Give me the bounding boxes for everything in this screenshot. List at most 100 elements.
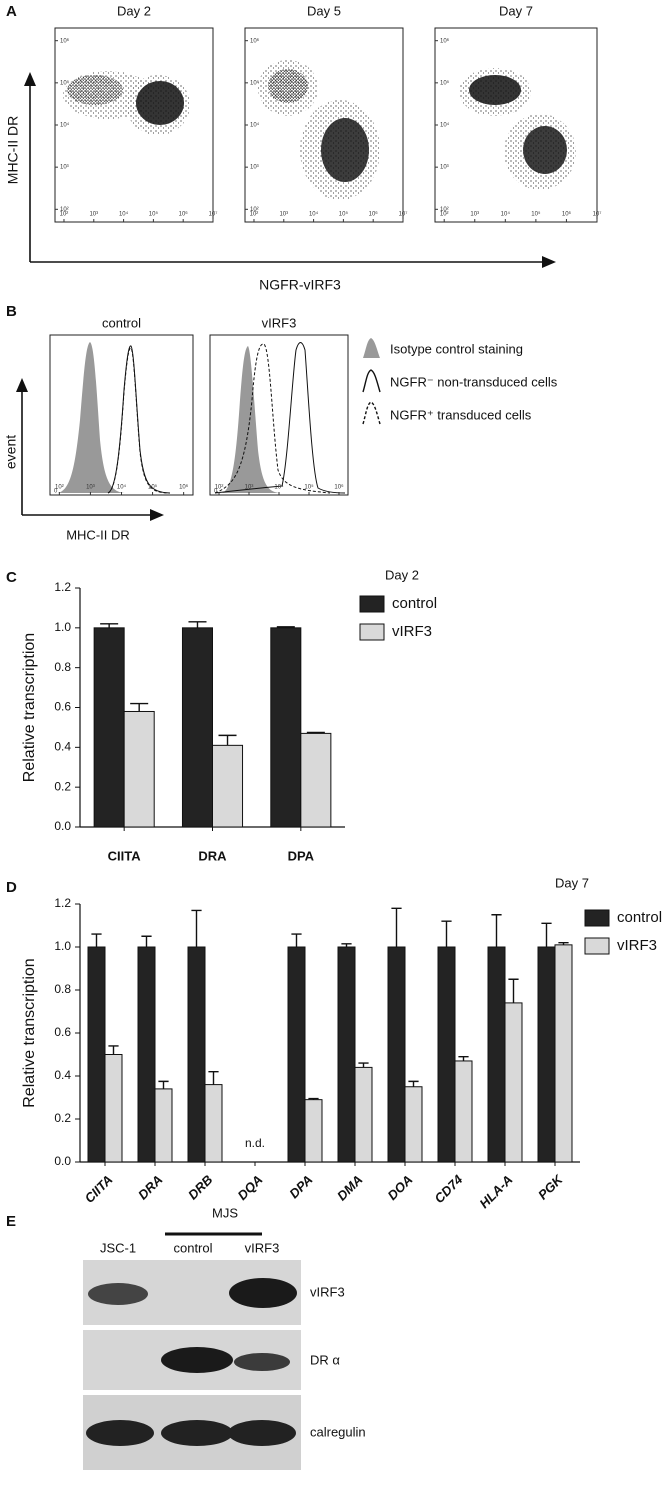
- x-tick-label: DRA: [135, 1172, 166, 1203]
- y-tick-label: 10⁴: [250, 122, 260, 129]
- histogram-curves: [49, 334, 349, 496]
- y-tick-label: 1.2: [54, 580, 71, 594]
- arrow-head: [16, 378, 28, 392]
- bar: [123, 710, 155, 828]
- y-axis-label: Relative transcription: [21, 958, 38, 1107]
- band-label: calregulin: [310, 1424, 366, 1439]
- y-tick-label: 10²: [250, 207, 259, 213]
- x-axis-label: NGFR-vIRF3: [259, 277, 341, 293]
- y-tick-label: 10⁵: [440, 79, 450, 86]
- x-tick-label: 10⁵: [339, 211, 349, 218]
- x-tick-label: CD74: [431, 1171, 466, 1206]
- arrow-head: [24, 72, 36, 86]
- y-tick-label: 0.2: [54, 1111, 71, 1125]
- x-tick-label: DRB: [185, 1172, 216, 1203]
- error-bar: [541, 922, 552, 947]
- y-tick-label: 10⁵: [60, 79, 70, 86]
- x-tick-label: DQA: [235, 1172, 266, 1203]
- x-tick-label: 10⁵: [148, 484, 158, 491]
- y-tick-label: 10⁶: [440, 37, 450, 44]
- x-tick-label: 10⁷: [593, 211, 602, 218]
- x-tick-label: DRA: [198, 848, 227, 863]
- y-tick-label: 10²: [440, 207, 449, 213]
- x-tick-label: 10²: [215, 485, 224, 491]
- x-tick-label: 10³: [470, 212, 479, 218]
- error-bar: [308, 1097, 319, 1100]
- error-bar: [441, 920, 452, 947]
- blot-image: [83, 1260, 301, 1470]
- legend-swatch: [359, 623, 385, 641]
- panel-label: C: [6, 569, 17, 586]
- legend-label: NGFR⁺ transduced cells: [390, 407, 532, 422]
- x-tick-label: 10³: [89, 212, 98, 218]
- y-tick-label: 10⁴: [60, 122, 70, 129]
- y-tick-label: 0.6: [54, 700, 71, 714]
- x-tick-label: 10⁶: [369, 211, 379, 218]
- bar: [537, 946, 556, 1163]
- bar: [554, 944, 573, 1163]
- x-tick-label: HLA-A: [476, 1172, 515, 1211]
- error-bar: [358, 1062, 369, 1068]
- y-tick-label: 1.0: [54, 620, 71, 634]
- x-tick-label: 10⁴: [117, 484, 127, 491]
- error-bar: [91, 933, 102, 947]
- legend-label: NGFR⁻ non-transduced cells: [390, 374, 558, 389]
- bar: [304, 1099, 323, 1163]
- panel-title: control: [102, 315, 141, 330]
- x-tick-label: 10²: [250, 212, 259, 218]
- x-tick-label: 10⁵: [531, 211, 541, 218]
- panel-label: D: [6, 879, 17, 896]
- bar: [454, 1060, 473, 1163]
- legend-swatch: [584, 909, 610, 927]
- bar: [187, 946, 206, 1163]
- y-tick-label: 0.2: [54, 779, 71, 793]
- y-tick-label: 10³: [250, 165, 259, 171]
- x-tick-label: 10⁶: [562, 211, 572, 218]
- error-bar: [208, 1071, 219, 1085]
- error-bar: [508, 978, 519, 1003]
- error-bar: [108, 1045, 119, 1055]
- y-tick-label: 10⁴: [440, 122, 450, 129]
- y-tick-label: 10³: [60, 165, 69, 171]
- y-tick-label: 0.0: [54, 819, 71, 833]
- legend-label: vIRF3: [617, 937, 657, 954]
- y-tick-label: 0.0: [54, 1154, 71, 1168]
- bar: [300, 732, 332, 828]
- error-bar: [188, 621, 207, 628]
- panel-title: vIRF3: [262, 315, 297, 330]
- legend: Isotype control staining NGFR⁻ non-trans…: [362, 338, 558, 425]
- group-label: MJS: [212, 1205, 238, 1220]
- x-tick-label: 10³: [86, 485, 95, 491]
- y-tick-label: 0: [54, 489, 58, 495]
- legend-label: vIRF3: [392, 623, 432, 640]
- bar: [287, 946, 306, 1163]
- bar: [487, 946, 506, 1163]
- y-tick-label: 0.6: [54, 1025, 71, 1039]
- bar: [354, 1066, 373, 1163]
- y-tick-label: 0: [214, 489, 218, 495]
- x-tick-label: 10²: [60, 212, 69, 218]
- lane-label: JSC-1: [100, 1240, 136, 1255]
- y-axis-label: MHC-II DR: [5, 116, 21, 184]
- error-bar: [141, 935, 152, 947]
- panel-label: B: [6, 303, 17, 320]
- y-tick-label: 0.8: [54, 982, 71, 996]
- x-tick-label: DPA: [288, 848, 315, 863]
- x-tick-label: DOA: [385, 1172, 416, 1203]
- bar: [154, 1088, 173, 1163]
- panel-label: E: [6, 1213, 16, 1230]
- error-bar: [491, 914, 502, 947]
- y-tick-label: 0.4: [54, 1068, 71, 1082]
- x-tick-label: PGK: [535, 1171, 567, 1203]
- x-tick-label: 10⁶: [334, 484, 344, 491]
- chart-title: Day 7: [555, 875, 589, 890]
- bar: [204, 1084, 223, 1163]
- x-tick-label: 10³: [279, 212, 288, 218]
- arrow-head: [150, 509, 164, 521]
- x-tick-label: 10⁶: [179, 211, 189, 218]
- x-tick-label: CIITA: [108, 848, 142, 863]
- bar: [437, 946, 456, 1163]
- error-bar: [191, 909, 202, 947]
- y-tick-label: 0.4: [54, 740, 71, 754]
